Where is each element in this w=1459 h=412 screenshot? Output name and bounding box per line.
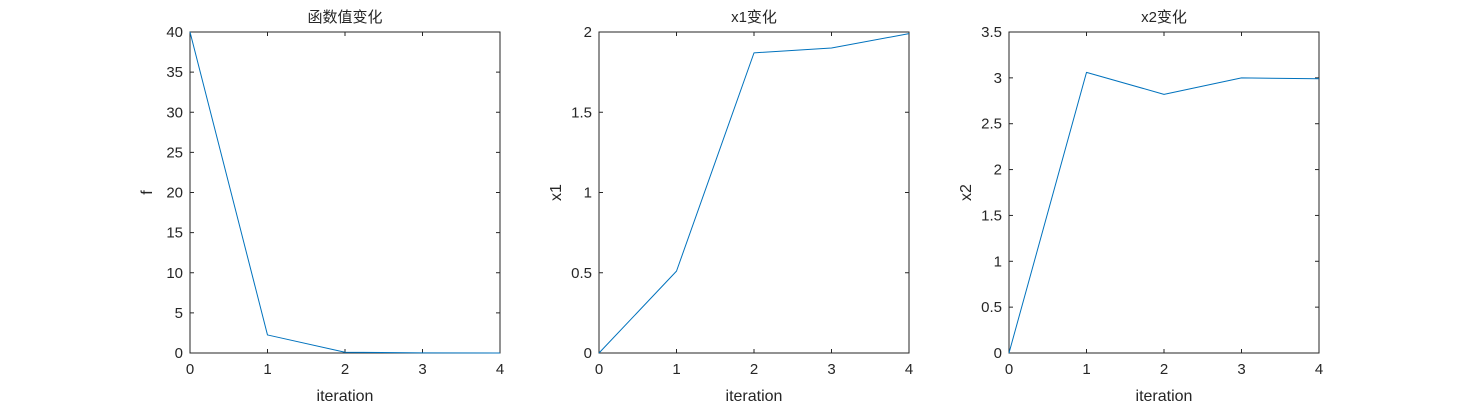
x-tick-label: 1 bbox=[1082, 361, 1090, 378]
x-tick-label: 2 bbox=[341, 361, 349, 378]
y-tick-label: 40 bbox=[166, 24, 183, 41]
y-tick-label: 30 bbox=[166, 104, 183, 121]
x-tick-label: 0 bbox=[595, 361, 603, 378]
x-tick-label: 4 bbox=[905, 361, 913, 378]
y-tick-label: 2 bbox=[584, 24, 592, 41]
y-tick-label: 1 bbox=[584, 185, 592, 202]
y-tick-label: 20 bbox=[166, 185, 183, 202]
y-tick-label: 1.5 bbox=[981, 207, 1002, 224]
y-axis-label: f bbox=[139, 190, 156, 195]
x-tick-label: 4 bbox=[496, 361, 504, 378]
y-tick-label: 5 bbox=[175, 305, 183, 322]
series-line bbox=[1008, 71, 1320, 354]
y-tick-label: 25 bbox=[166, 144, 183, 161]
y-tick-label: 3.5 bbox=[981, 24, 1002, 41]
axes-box bbox=[189, 31, 501, 354]
y-tick-label: 0.5 bbox=[981, 299, 1002, 316]
series-line bbox=[598, 33, 910, 354]
y-tick-label: 35 bbox=[166, 64, 183, 81]
y-tick-label: 0 bbox=[175, 345, 183, 362]
y-tick-label: 0 bbox=[584, 345, 592, 362]
chart-title: 函数值变化 bbox=[307, 9, 382, 26]
y-tick-label: 1 bbox=[994, 253, 1002, 270]
y-tick-label: 15 bbox=[166, 225, 183, 242]
x-tick-label: 1 bbox=[263, 361, 271, 378]
y-tick-label: 2.5 bbox=[981, 116, 1002, 133]
x-tick-label: 4 bbox=[1315, 361, 1323, 378]
x-tick-label: 2 bbox=[1160, 361, 1168, 378]
chart-title: x2变化 bbox=[1141, 9, 1187, 26]
x-tick-label: 3 bbox=[1237, 361, 1245, 378]
y-tick-label: 2 bbox=[994, 162, 1002, 179]
y-tick-label: 0.5 bbox=[571, 265, 592, 282]
x-tick-label: 3 bbox=[418, 361, 426, 378]
y-tick-label: 1.5 bbox=[571, 104, 592, 121]
x-tick-label: 2 bbox=[750, 361, 758, 378]
x-axis-label: iteration bbox=[1136, 388, 1193, 405]
y-tick-label: 0 bbox=[994, 345, 1002, 362]
x-tick-label: 0 bbox=[186, 361, 194, 378]
chart-title: x1变化 bbox=[731, 9, 777, 26]
axes-box bbox=[1008, 31, 1320, 354]
x-tick-label: 0 bbox=[1005, 361, 1013, 378]
subplot-x2: 0 1 2 3 4 0 0.5 1 1.5 2 2.5 3 3.5 x2变化 iteration x2 bbox=[958, 9, 1323, 405]
y-axis-label: x2 bbox=[958, 184, 975, 201]
axes-box bbox=[598, 31, 910, 354]
y-axis-label: x1 bbox=[548, 184, 565, 201]
x-axis-label: iteration bbox=[726, 388, 783, 405]
y-tick-label: 10 bbox=[166, 265, 183, 282]
y-tick-label: 3 bbox=[994, 70, 1002, 87]
x-axis-label: iteration bbox=[317, 388, 374, 405]
subplot-x1: 0 1 2 3 4 0 0.5 1 1.5 2 x1变化 iteration x1 bbox=[548, 9, 913, 405]
x-tick-label: 3 bbox=[827, 361, 835, 378]
series-line bbox=[189, 31, 501, 354]
x-tick-label: 1 bbox=[672, 361, 680, 378]
